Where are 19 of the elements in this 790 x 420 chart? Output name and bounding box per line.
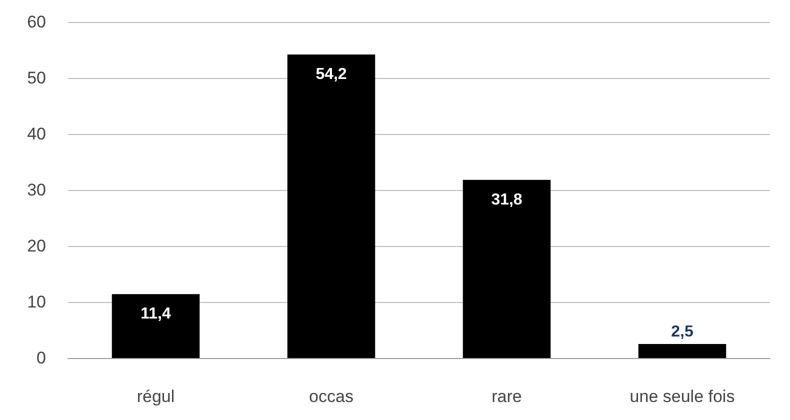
x-tick-label: une seule fois [630, 387, 735, 406]
x-tick-label: occas [309, 387, 354, 406]
bar [112, 294, 200, 358]
bar [638, 344, 726, 358]
data-label: 11,4 [140, 306, 171, 323]
y-tick-label: 40 [27, 124, 46, 144]
data-label: 31,8 [491, 191, 522, 208]
y-tick-label: 10 [27, 292, 46, 312]
y-tick-label: 20 [27, 236, 46, 256]
bar [462, 180, 551, 358]
y-tick-label: 0 [36, 348, 46, 368]
y-tick-label: 60 [27, 12, 46, 32]
x-tick-label: rare [492, 387, 522, 406]
data-label: 2,5 [671, 324, 694, 340]
bar [287, 54, 376, 358]
y-tick-label: 50 [27, 68, 46, 88]
x-tick-label: régul [136, 387, 175, 406]
data-label: 54,2 [316, 66, 347, 83]
y-tick-label: 30 [27, 180, 46, 200]
